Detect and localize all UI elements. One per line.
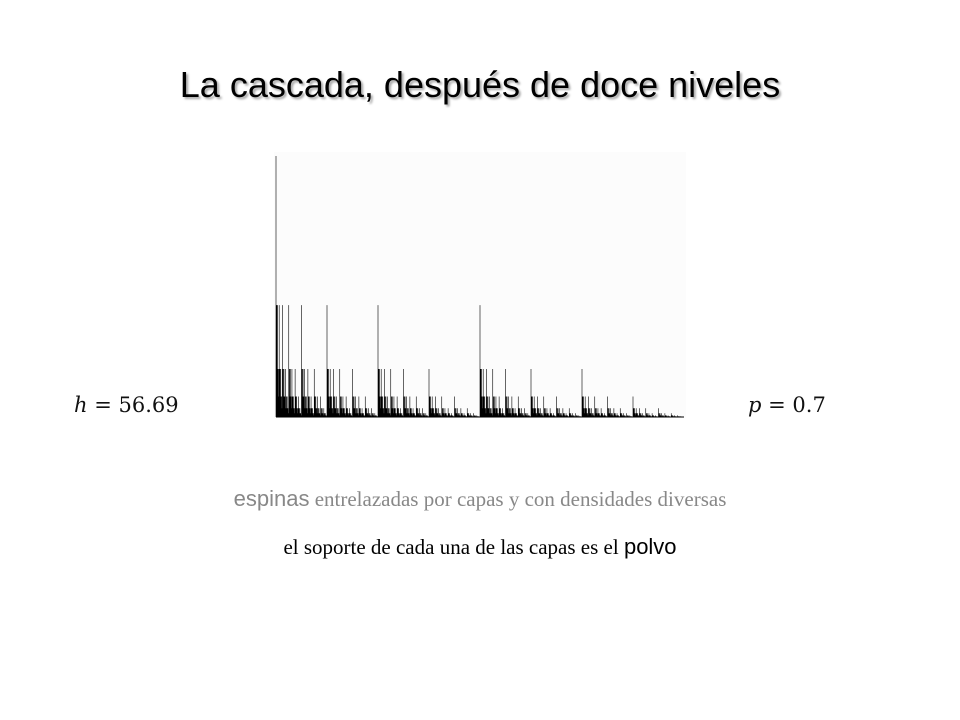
caption-line-1: espinas entrelazadas por capas y con den… [0,486,960,512]
caption-line-1-lead: espinas [233,486,310,511]
caption-line-1-rest: entrelazadas por capas y con densidades … [309,487,727,511]
p-variable: p [748,393,762,417]
h-parameter: h = 56.69 [74,393,179,417]
caption-line-2: el soporte de cada una de las capas es e… [0,534,960,560]
p-value: = 0.7 [768,393,826,417]
h-value: = 56.69 [94,393,179,417]
caption-line-2-lead: el soporte de cada una de las capas es e… [283,535,624,559]
slide-title: La cascada, después de doce niveles [179,64,781,105]
p-parameter: p = 0.7 [748,393,826,417]
caption-line-2-tail: polvo [623,534,677,559]
cascade-plot [274,152,686,418]
h-variable: h [74,393,88,417]
